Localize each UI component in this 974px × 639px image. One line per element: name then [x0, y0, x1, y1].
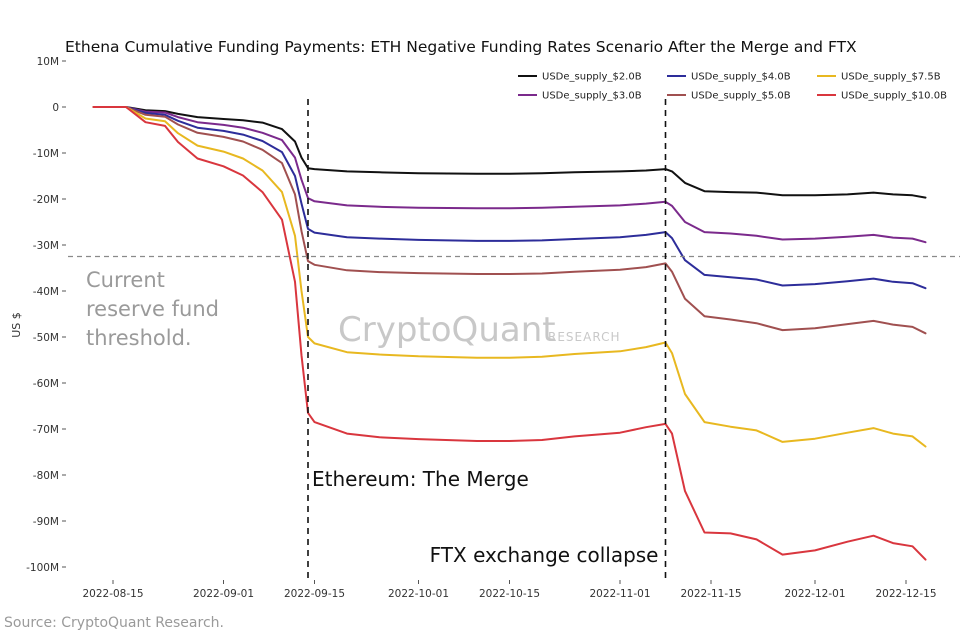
legend-label: USDe_supply_$4.0B [691, 72, 791, 83]
chart-title: Ethena Cumulative Funding Payments: ETH … [65, 38, 857, 56]
y-axis-label: US $ [10, 312, 23, 338]
x-tick-label: 2022-08-15 [82, 588, 143, 600]
legend-label: USDe_supply_$10.0B [841, 91, 947, 102]
x-tick-label: 2022-11-15 [680, 588, 741, 600]
series-line-usde-supply-7-5b [92, 106, 927, 448]
ftx-label: FTX exchange collapse [430, 543, 659, 567]
watermark-sub: RESEARCH [548, 330, 620, 344]
x-tick-label: 2022-09-15 [284, 588, 345, 600]
x-tick-label: 2022-10-15 [479, 588, 540, 600]
y-tick-label: -20M [33, 194, 59, 206]
legend-item-usde-supply-3-0b: USDe_supply_$3.0B [518, 91, 642, 102]
y-tick-label: -10M [33, 148, 59, 160]
legend-item-usde-supply-2-0b: USDe_supply_$2.0B [518, 72, 642, 83]
x-tick-label: 2022-10-01 [388, 588, 449, 600]
watermark: CryptoQuant RESEARCH [338, 310, 620, 350]
series-line-usde-supply-3-0b [92, 106, 927, 244]
reference-lines: Current reserve fund threshold. Ethereum: T… [68, 99, 960, 581]
legend-item-usde-supply-7-5b: USDe_supply_$7.5B [817, 72, 941, 83]
x-axis: 2022-08-15 2022-09-01 2022-09-15 2022-10-01… [82, 580, 937, 600]
y-tick-label: -70M [33, 424, 59, 436]
x-tick-label: 2022-11-01 [589, 588, 650, 600]
y-tick-label: -60M [33, 378, 59, 390]
legend-label: USDe_supply_$2.0B [542, 72, 642, 83]
x-tick-label: 2022-09-01 [193, 588, 254, 600]
y-tick-label: -40M [33, 286, 59, 298]
watermark-main: CryptoQuant [338, 310, 556, 350]
series-line-usde-supply-4-0b [92, 106, 927, 290]
legend: USDe_supply_$2.0B USDe_supply_$3.0B USDe_s… [518, 72, 947, 102]
series-line-usde-supply-2-0b [92, 106, 927, 199]
legend-label: USDe_supply_$3.0B [542, 91, 642, 102]
series-line-usde-supply-10-0b [92, 106, 927, 561]
legend-item-usde-supply-4-0b: USDe_supply_$4.0B [667, 72, 791, 83]
y-tick-label: -80M [33, 470, 59, 482]
y-axis: 10M 0 -10M -20M -30M -40M -50M -60M -70M -80M -90M… [26, 56, 66, 574]
x-tick-label: 2022-12-01 [784, 588, 845, 600]
merge-label: Ethereum: The Merge [312, 467, 529, 491]
y-tick-label: -50M [33, 332, 59, 344]
source-note: Source: CryptoQuant Research. [4, 615, 224, 631]
y-tick-label: 0 [52, 102, 59, 114]
y-tick-label: -90M [33, 516, 59, 528]
series-layer [92, 106, 927, 561]
legend-item-usde-supply-10-0b: USDe_supply_$10.0B [817, 91, 947, 102]
legend-label: USDe_supply_$7.5B [841, 72, 941, 83]
y-tick-label: -30M [33, 240, 59, 252]
y-tick-label: 10M [37, 56, 59, 68]
reserve-threshold-label: Current reserve fund threshold. [86, 268, 219, 350]
x-tick-label: 2022-12-15 [875, 588, 936, 600]
legend-label: USDe_supply_$5.0B [691, 91, 791, 102]
legend-item-usde-supply-5-0b: USDe_supply_$5.0B [667, 91, 791, 102]
y-tick-label: -100M [26, 562, 59, 574]
series-line-usde-supply-5-0b [92, 106, 927, 335]
